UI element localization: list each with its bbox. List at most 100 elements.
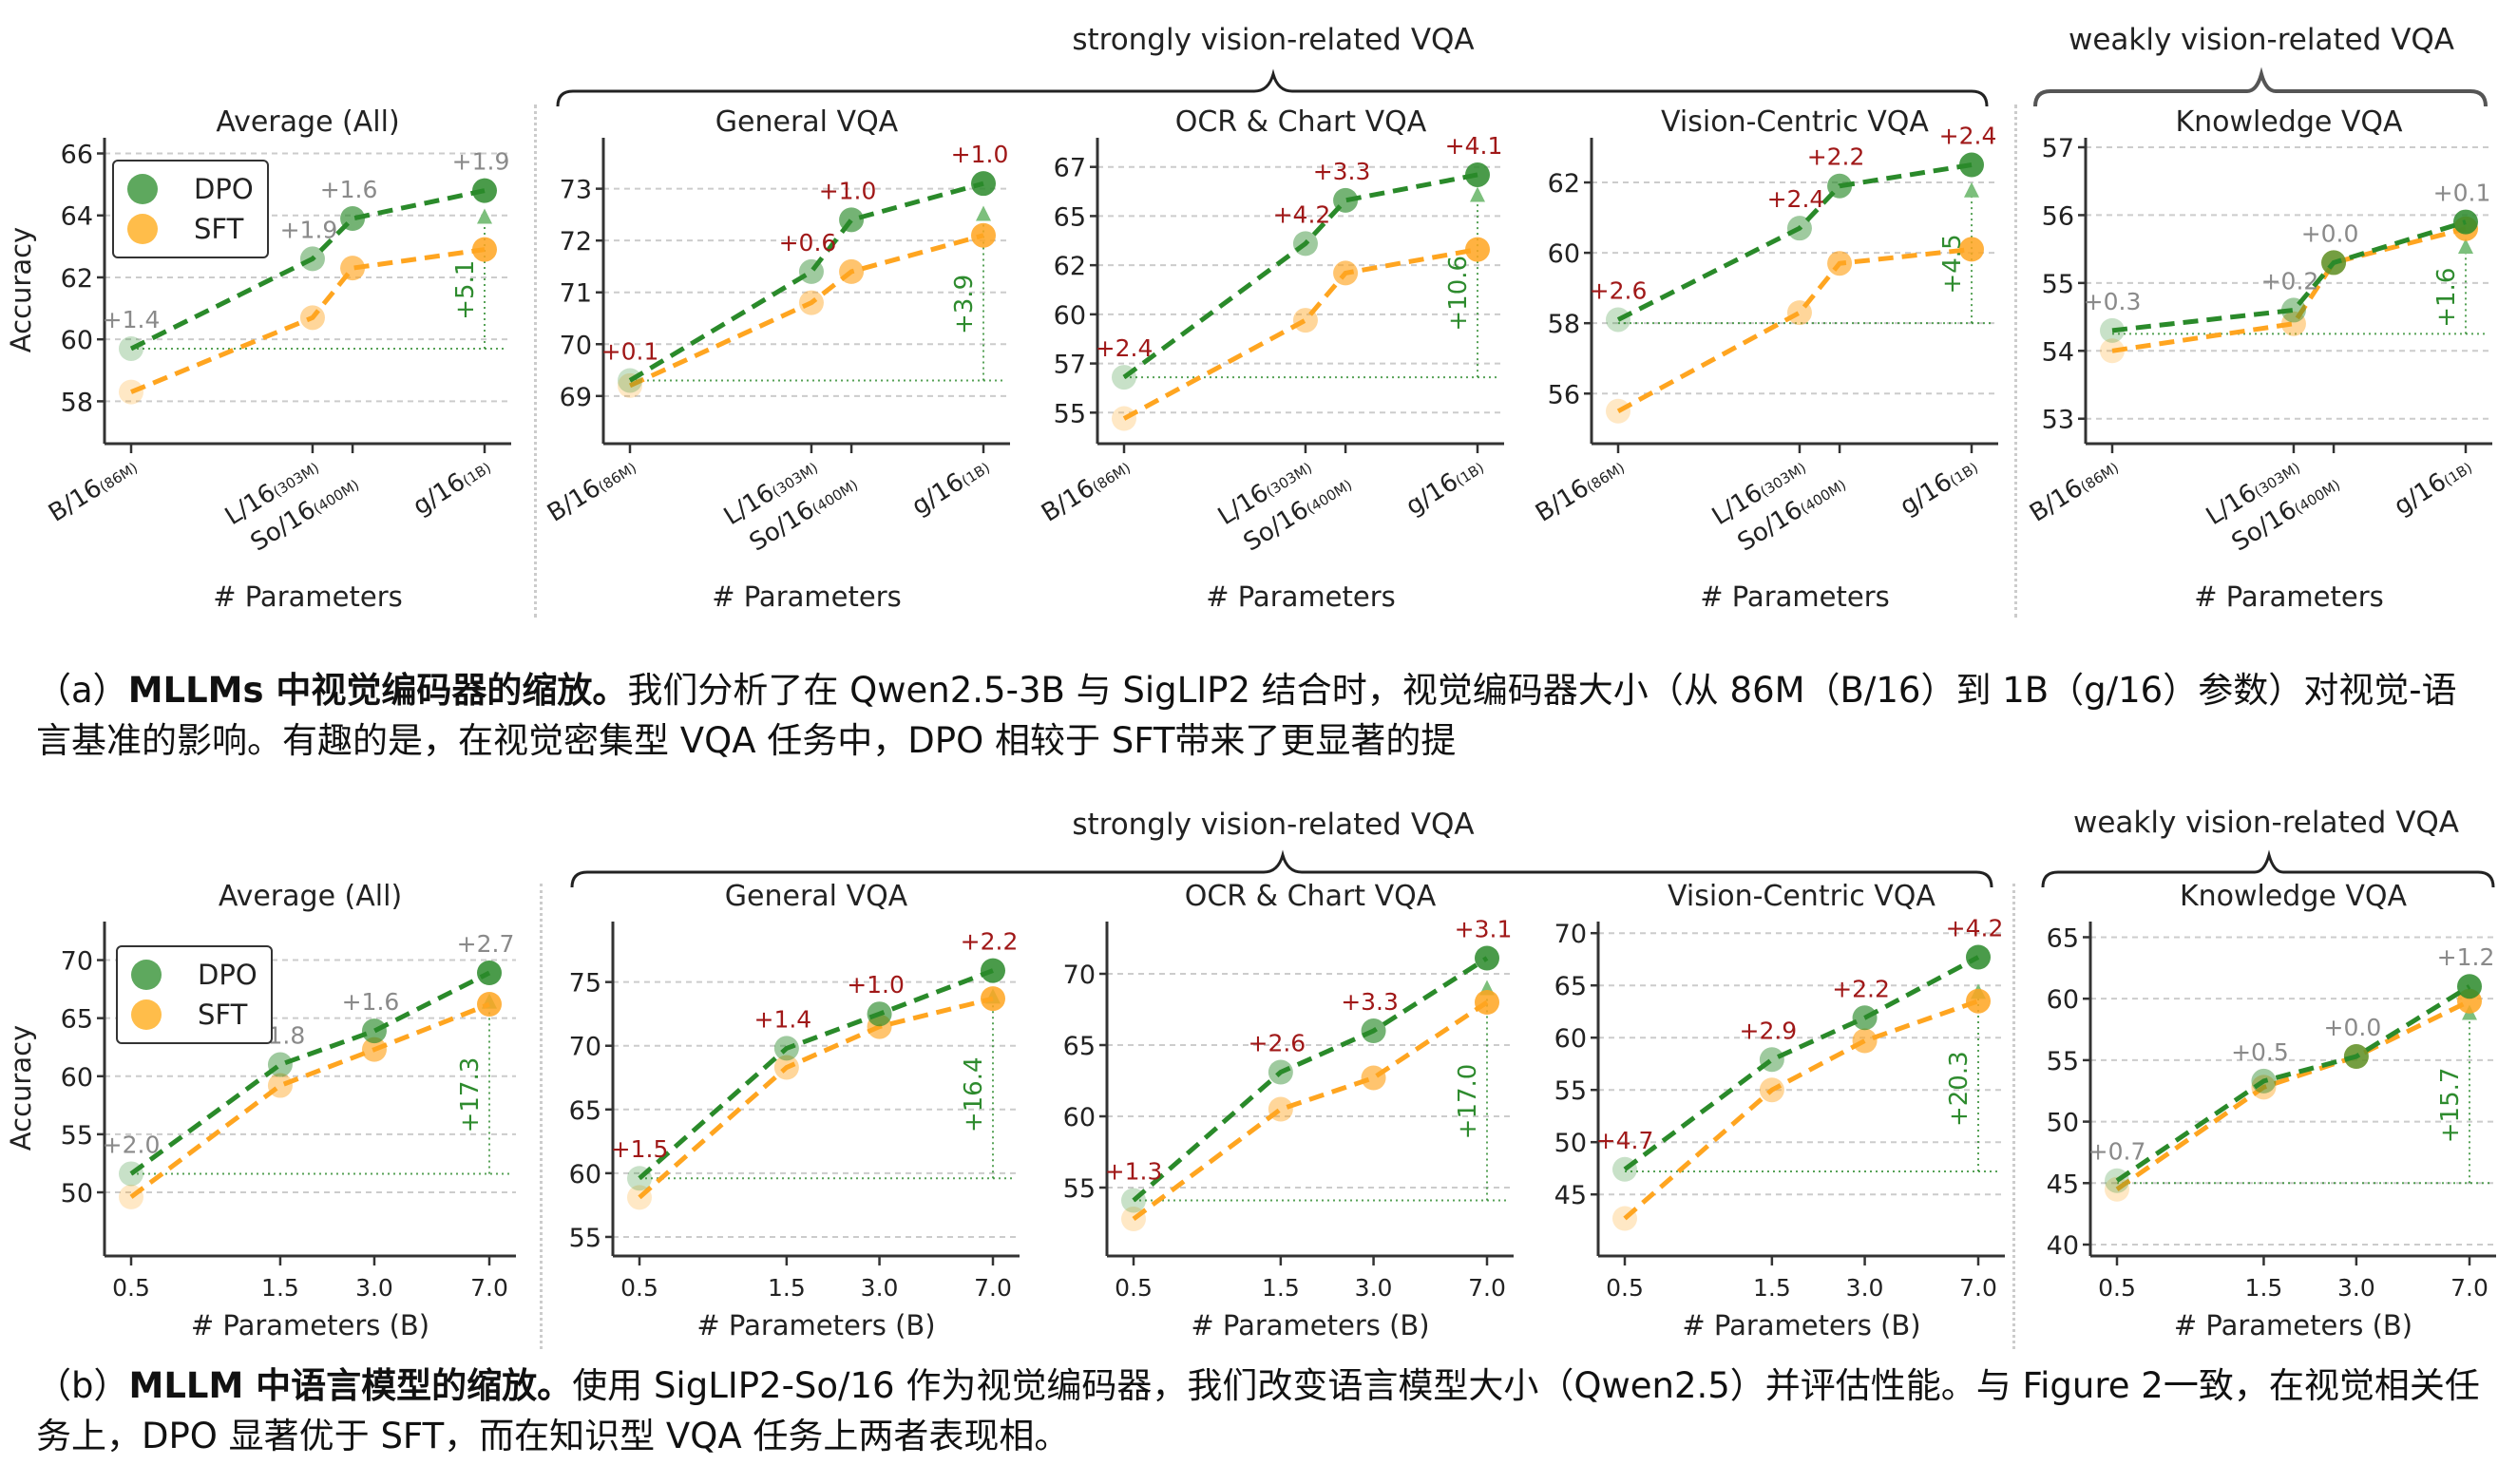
y-tick-label: 64 (61, 202, 93, 232)
gain-label: +17.3 (456, 1057, 485, 1133)
y-axis-label: Accuracy (5, 227, 37, 352)
x-tick-label: 0.5 (1115, 1274, 1153, 1302)
x-axis-label: # Parameters (2194, 580, 2384, 613)
y-tick-label: 55 (569, 1224, 601, 1253)
group-label-strong: strongly vision-related VQA (1072, 808, 1475, 842)
legend-marker-sft (127, 214, 158, 244)
y-tick-label: 45 (2047, 1170, 2079, 1199)
x-tick-label: 7.0 (1959, 1274, 1997, 1302)
chart-b-vision-centric-vqa: Vision-Centric VQA 45 50 55 60 65 70 0.5 1.5 3.0 7… (1554, 880, 2005, 1341)
x-tick-label: 1.5 (1262, 1274, 1300, 1302)
x-tick-label-text: g/16(1B) (1896, 451, 1983, 521)
x-tick-label: 7.0 (1468, 1274, 1506, 1302)
separator (2012, 884, 2015, 1349)
x-tick-label-text: g/16(1B) (907, 451, 995, 521)
delta-label: +1.2 (2437, 943, 2495, 971)
caption-b-body: 使用 SigLIP2-So/16 作为视觉编码器，我们改变语言模型大小（Qwen… (36, 1365, 2480, 1456)
chart-title: OCR & Chart VQA (1185, 880, 1437, 913)
y-tick-label: 56 (1548, 380, 1580, 409)
chart-b-general-vqa: General VQA 55 60 65 70 75 0.5 1.5 3.0 7.0 # Param… (569, 880, 1020, 1341)
delta-label: +1.0 (847, 971, 905, 999)
y-tick-label: 73 (560, 176, 592, 205)
y-tick-label: 50 (2047, 1109, 2079, 1138)
gain-label-text: +15.7 (2436, 1068, 2465, 1144)
y-axis-label: Accuracy (5, 1025, 37, 1151)
delta-label: +3.1 (1455, 916, 1513, 943)
delta-label: +2.6 (1590, 276, 1648, 304)
delta-label: +0.0 (2324, 1014, 2382, 1041)
y-tick-label: 53 (2042, 406, 2074, 435)
y-tick-label: 40 (2047, 1231, 2079, 1261)
gain-arrow-head (976, 205, 991, 221)
point-dpo (361, 1018, 387, 1044)
chart-title: Average (All) (219, 880, 402, 913)
gain-label: +5.1 (451, 260, 480, 320)
delta-label: +0.1 (601, 337, 659, 365)
x-axis-label: # Parameters (B) (1191, 1309, 1429, 1341)
chart-a-average-all: Average (All)5860626466B/16(86M)L/16(303… (5, 105, 511, 613)
x-tick-label: g/16(1B) (1402, 459, 1488, 521)
y-tick-label: 65 (1554, 972, 1587, 1001)
series-line-dpo (2111, 219, 2467, 333)
x-tick-label: 7.0 (974, 1274, 1012, 1302)
separator (2014, 105, 2017, 618)
chart-title: Average (All) (216, 105, 399, 139)
gain-label-text: +16.4 (960, 1056, 988, 1132)
x-tick-label: B/16(86M) (1531, 451, 1630, 528)
delta-label: +1.3 (1105, 1158, 1163, 1186)
x-tick-label-text: B/16(86M) (1531, 451, 1630, 527)
x-tick-label-text: B/16(86M) (2025, 451, 2124, 527)
delta-label: +2.7 (457, 930, 515, 958)
chart-a-vision-centric-vqa: Vision-Centric VQA56586062B/16(86M)L/16(… (1531, 105, 1998, 613)
y-tick-label: 55 (1554, 1076, 1587, 1106)
chart-title: Vision-Centric VQA (1661, 105, 1929, 139)
delta-label: +0.7 (2088, 1138, 2146, 1166)
x-tick-label: 0.5 (620, 1274, 658, 1302)
x-axis-label: # Parameters (B) (2174, 1309, 2412, 1341)
y-tick-label: 72 (560, 227, 592, 257)
gain-arrow-head (1470, 186, 1485, 202)
delta-label: +0.0 (2301, 219, 2359, 247)
y-tick-label: 67 (1054, 154, 1086, 183)
delta-label: +2.4 (1096, 334, 1154, 362)
delta-label: +3.3 (1313, 158, 1371, 185)
group-label-weak: weakly vision-related VQA (2068, 23, 2455, 57)
x-tick-label: g/16(1B) (907, 451, 995, 521)
delta-label: +1.4 (754, 1005, 812, 1033)
delta-label: +4.2 (1273, 200, 1331, 228)
y-tick-label: 75 (569, 969, 601, 999)
x-axis-label: # Parameters (1700, 580, 1890, 613)
x-tick-label: B/16(86M) (543, 459, 639, 528)
y-tick-label: 70 (1063, 961, 1096, 990)
chart-title: Knowledge VQA (2175, 105, 2403, 139)
y-tick-label: 60 (1548, 239, 1580, 269)
gain-label: +20.3 (1945, 1051, 1974, 1127)
y-tick-label: 55 (1063, 1174, 1096, 1204)
y-tick-label: 62 (61, 264, 93, 294)
chart-title: General VQA (715, 105, 899, 139)
chart-a-ocr-chart-vqa: OCR & Chart VQA555760626567B/16(86M)L/16… (1037, 105, 1504, 613)
delta-label: +2.4 (1939, 123, 1997, 150)
x-tick-label: 1.5 (261, 1274, 299, 1302)
gain-label-text: +17.3 (456, 1057, 485, 1133)
series-line-sft (2111, 226, 2467, 353)
delta-label: +1.9 (280, 216, 338, 243)
legend-marker-sft (131, 999, 162, 1030)
series-line-sft (628, 233, 984, 389)
separator (534, 105, 537, 618)
delta-label: +0.3 (2084, 288, 2142, 315)
delta-label: +2.2 (1807, 143, 1865, 171)
y-tick-label: 55 (2047, 1047, 2079, 1076)
delta-label: +2.6 (1249, 1030, 1306, 1057)
series-line-sft (1132, 999, 1489, 1222)
delta-label: +4.7 (1596, 1127, 1654, 1154)
gain-label: +3.9 (950, 275, 979, 334)
series-line-sft (1122, 247, 1478, 421)
y-axis-label-text: Accuracy (5, 227, 37, 352)
delta-label: +0.2 (2261, 267, 2319, 295)
gain-label-text: +3.9 (950, 275, 979, 334)
x-tick-label: 3.0 (1355, 1274, 1393, 1302)
x-tick-label-text: g/16(1B) (2390, 451, 2477, 521)
delta-label: +1.0 (819, 177, 877, 204)
delta-label: +4.2 (1946, 915, 2004, 942)
